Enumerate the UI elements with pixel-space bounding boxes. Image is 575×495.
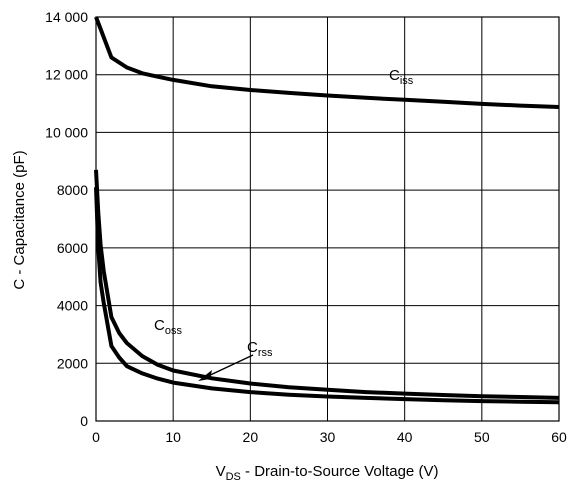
crss-pointer-line <box>203 354 254 379</box>
annotations <box>198 354 254 381</box>
y-tick-label: 10 000 <box>45 124 88 140</box>
x-tick-label: 0 <box>92 429 100 445</box>
y-tick-label: 8000 <box>57 182 88 198</box>
x-tick-label: 50 <box>474 429 490 445</box>
y-tick-label: 2000 <box>57 355 88 371</box>
series-line-ciss <box>94 16 560 109</box>
y-tick-label: 14 000 <box>45 9 88 25</box>
grid <box>96 17 559 421</box>
y-tick-label: 4000 <box>57 298 88 314</box>
series-label-crss: Crss <box>247 339 273 359</box>
tick-labels: 0 10 20 30 40 50 60 0 2000 4000 6000 8000 10 000 12 0… <box>45 9 567 445</box>
y-tick-label: 12 000 <box>45 67 88 83</box>
plot-frame <box>95 16 560 422</box>
x-tick-label: 30 <box>320 429 336 445</box>
y-tick-label: 6000 <box>57 240 88 256</box>
series-labels: Ciss Coss Crss <box>154 67 414 359</box>
series-label-ciss: Ciss <box>389 67 414 87</box>
x-tick-label: 20 <box>243 429 259 445</box>
x-tick-label: 40 <box>397 429 413 445</box>
x-tick-label: 10 <box>165 429 181 445</box>
series-lines <box>94 16 560 405</box>
x-tick-label: 60 <box>551 429 567 445</box>
series-label-coss: Coss <box>154 317 182 337</box>
series-line-crss <box>94 187 560 405</box>
x-axis-title: VDS - Drain-to-Source Voltage (V) <box>216 463 439 483</box>
series-line-coss <box>94 169 560 400</box>
y-tick-label: 0 <box>80 413 88 429</box>
crss-pointer-arrowhead <box>198 370 212 381</box>
y-axis-title: C - Capacitance (pF) <box>11 150 28 289</box>
